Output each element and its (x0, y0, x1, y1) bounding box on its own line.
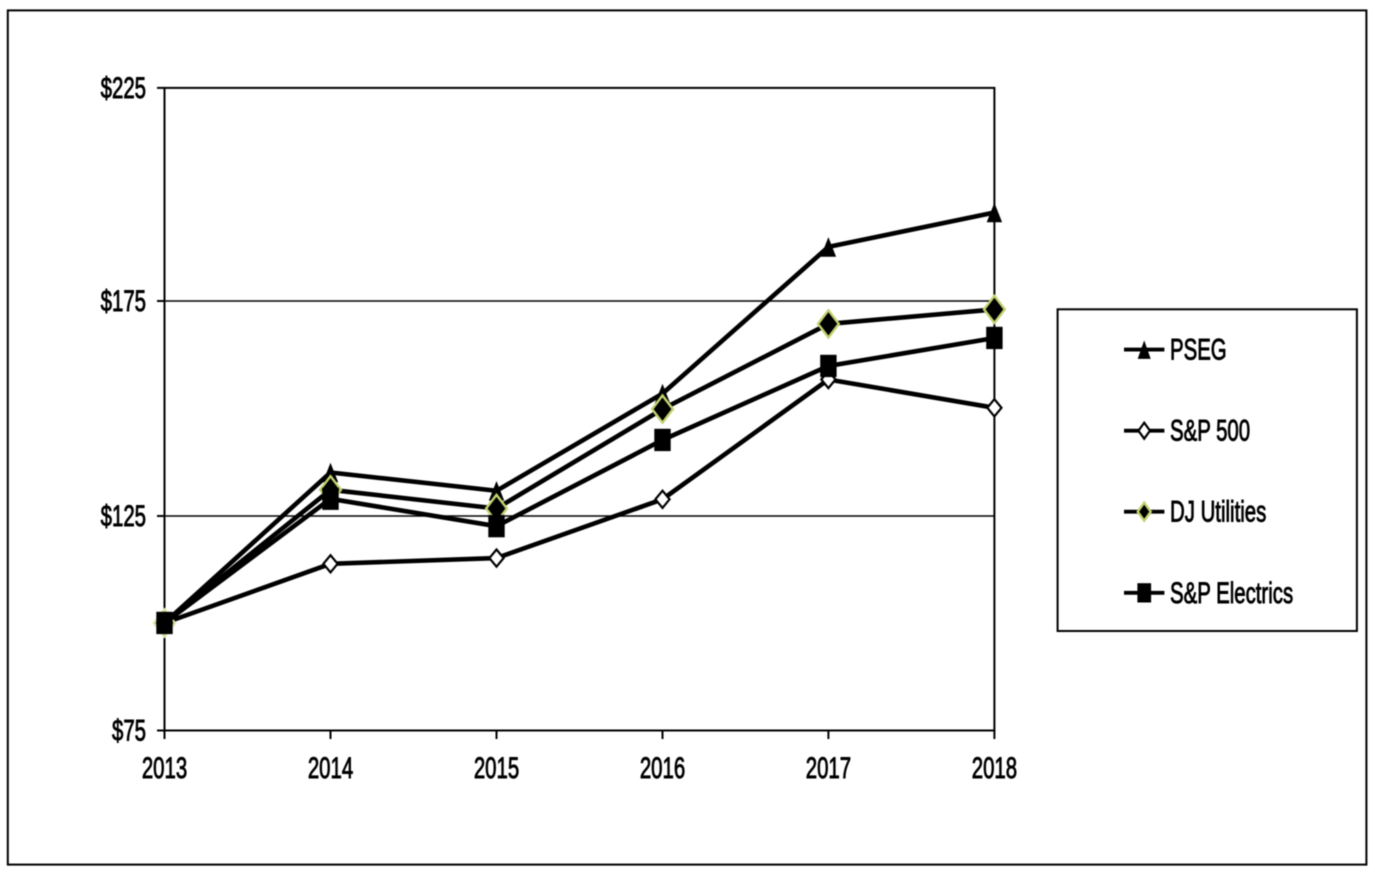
svg-text:2017: 2017 (806, 752, 851, 785)
svg-text:S&P Electrics: S&P Electrics (1170, 577, 1293, 610)
svg-text:PSEG: PSEG (1170, 334, 1227, 367)
svg-text:S&P 500: S&P 500 (1170, 415, 1250, 448)
svg-text:2018: 2018 (972, 752, 1017, 785)
svg-text:2013: 2013 (142, 752, 187, 785)
svg-text:2014: 2014 (308, 752, 353, 785)
svg-text:$175: $175 (101, 285, 146, 318)
svg-text:$125: $125 (101, 500, 146, 533)
svg-text:DJ Utilities: DJ Utilities (1170, 496, 1266, 529)
svg-text:2015: 2015 (474, 752, 519, 785)
svg-text:2016: 2016 (640, 752, 685, 785)
svg-text:$225: $225 (101, 72, 146, 105)
svg-text:$75: $75 (112, 715, 146, 748)
